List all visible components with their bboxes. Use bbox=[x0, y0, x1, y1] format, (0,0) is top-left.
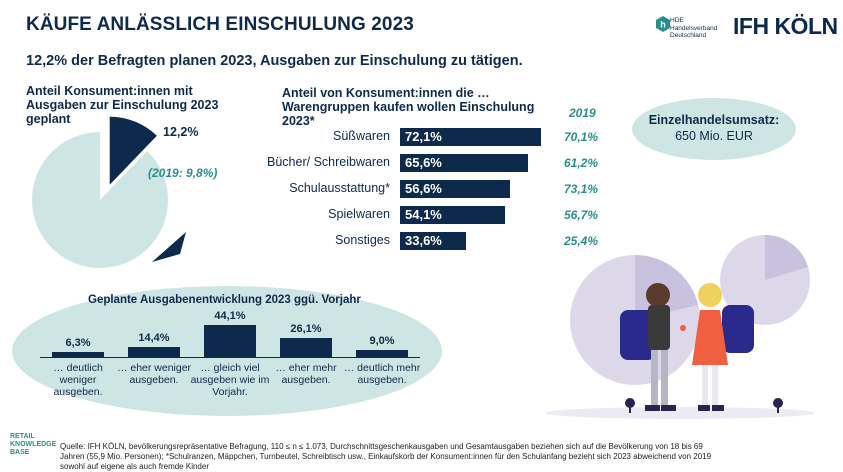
page-title: KÄUFE ANLÄSSLICH EINSCHULUNG 2023 bbox=[26, 14, 414, 35]
hbar-value-label: 54,1% bbox=[405, 207, 442, 222]
pie-chart bbox=[31, 116, 168, 268]
vbar-bar bbox=[128, 346, 180, 357]
hbar-value-label: 72,1% bbox=[405, 129, 442, 144]
revenue-value: 650 Mio. EUR bbox=[675, 129, 753, 143]
hbar-2019-value: 56,7% bbox=[563, 208, 598, 222]
hbar-2019-value: 61,2% bbox=[563, 156, 598, 170]
hbar-bar bbox=[400, 180, 511, 198]
hbar-category-label: Bücher/ Schreibwaren bbox=[267, 155, 390, 169]
vbar-bar bbox=[52, 352, 104, 357]
vbar-value-label: 9,0% bbox=[369, 335, 395, 348]
hbar-value-label: 65,6% bbox=[405, 155, 442, 170]
pie-value-label: 12,2% bbox=[163, 125, 199, 139]
pie-slice-remaining bbox=[31, 132, 168, 268]
children-illustration bbox=[545, 235, 815, 419]
vbar-chart-title: Geplante Ausgabenentwicklung 2023 ggü. V… bbox=[88, 294, 361, 306]
hde-logo-text: HDE Handelsverband Deutschland bbox=[670, 17, 718, 39]
vbar-bar bbox=[356, 350, 408, 357]
vbar-value-label: 26,1% bbox=[290, 323, 322, 336]
hbar-category-label: Süßwaren bbox=[333, 129, 390, 143]
vbar-bar bbox=[204, 325, 256, 357]
hde-logo-icon: h bbox=[656, 16, 670, 32]
hbar-2019-value: 73,1% bbox=[563, 182, 598, 196]
revenue-title: Einzelhandelsumsatz: bbox=[648, 113, 780, 127]
source-note: Quelle: IFH KÖLN, bevölkerungsrepräsenta… bbox=[60, 442, 712, 471]
hbar-bar bbox=[400, 232, 466, 250]
pie-2019-annotation: (2019: 9,8%) bbox=[148, 166, 218, 180]
pie-chart-title: Anteil Konsument:innen mit Ausgaben zur … bbox=[26, 84, 219, 126]
page-subtitle: 12,2% der Befragten planen 2023, Ausgabe… bbox=[26, 53, 523, 69]
hbar-category-label: Schulausstattung* bbox=[289, 181, 390, 195]
vbar-value-label: 6,3% bbox=[65, 337, 91, 350]
vbar-category-label: … deutlich mehr ausgeben. bbox=[343, 362, 421, 386]
vbar-axis-line bbox=[40, 357, 420, 358]
hbar-bar bbox=[400, 128, 541, 146]
hbar-value-label: 33,6% bbox=[405, 233, 442, 248]
ifh-logo: IFH KÖLN bbox=[733, 13, 838, 39]
hbar-category-label: Spielwaren bbox=[328, 207, 390, 221]
hbar-2019-value: 25,4% bbox=[563, 234, 598, 248]
vbar-bar bbox=[280, 338, 332, 357]
vbar-category-label: … eher mehr ausgeben. bbox=[275, 362, 337, 386]
vbar-value-label: 14,4% bbox=[138, 331, 170, 344]
hbar-value-label: 56,6% bbox=[405, 181, 442, 196]
retail-knowledge-base-logo: RETAIL KNOWLEDGE BASE bbox=[10, 433, 57, 456]
pie-slice-planned bbox=[109, 116, 157, 185]
vbar-value-label: 44,1% bbox=[214, 310, 246, 322]
vbar-category-label: … eher weniger ausgeben. bbox=[116, 362, 192, 386]
svg-text:h: h bbox=[660, 20, 666, 30]
hbar-chart-title: Anteil von Konsument:innen die …Warengru… bbox=[282, 86, 535, 128]
revenue-badge: Einzelhandelsumsatz: 650 Mio. EUR bbox=[632, 98, 796, 160]
hbar-bar bbox=[400, 154, 528, 172]
hbar-2019-value: 70,1% bbox=[563, 130, 598, 144]
hbar-category-label: Sonstiges bbox=[335, 233, 390, 247]
hbar-bar bbox=[400, 206, 506, 224]
pie-shadow-shape bbox=[152, 232, 186, 262]
comparison-year-label: 2019 bbox=[569, 106, 596, 120]
vbar-category-label: … gleich viel ausgeben wie im Vorjahr. bbox=[190, 362, 270, 398]
vbar-category-label: … deutlich weniger ausgeben. bbox=[53, 362, 103, 398]
